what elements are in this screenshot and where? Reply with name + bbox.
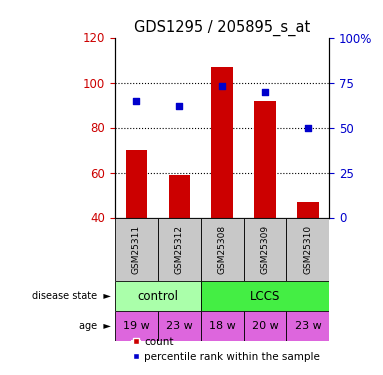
Text: GSM25308: GSM25308: [218, 225, 227, 274]
Text: 20 w: 20 w: [252, 321, 278, 331]
Point: [133, 98, 139, 104]
Point: [176, 103, 182, 109]
Legend: count, percentile rank within the sample: count, percentile rank within the sample: [128, 333, 324, 366]
Text: 19 w: 19 w: [123, 321, 150, 331]
Point: [219, 83, 225, 89]
Bar: [158, 311, 201, 341]
Bar: [115, 281, 201, 311]
Text: disease state  ►: disease state ►: [32, 291, 111, 301]
Bar: [286, 311, 329, 341]
Bar: [297, 202, 319, 217]
Title: GDS1295 / 205895_s_at: GDS1295 / 205895_s_at: [134, 20, 310, 36]
Point: [262, 88, 268, 94]
Bar: [201, 281, 329, 311]
Bar: [254, 100, 276, 218]
Text: age  ►: age ►: [79, 321, 111, 331]
Bar: [169, 175, 190, 217]
Text: 18 w: 18 w: [209, 321, 236, 331]
Bar: [286, 217, 329, 281]
Text: GSM25309: GSM25309: [260, 225, 270, 274]
Text: LCCS: LCCS: [250, 290, 280, 303]
Bar: [201, 311, 244, 341]
Text: 23 w: 23 w: [295, 321, 321, 331]
Text: GSM25312: GSM25312: [175, 225, 184, 274]
Bar: [158, 217, 201, 281]
Bar: [244, 311, 286, 341]
Text: control: control: [137, 290, 178, 303]
Bar: [211, 67, 233, 218]
Text: 23 w: 23 w: [166, 321, 193, 331]
Text: GSM25311: GSM25311: [132, 225, 141, 274]
Text: GSM25310: GSM25310: [303, 225, 313, 274]
Bar: [244, 217, 286, 281]
Bar: [115, 217, 158, 281]
Bar: [126, 150, 147, 217]
Point: [305, 124, 311, 130]
Bar: [115, 311, 158, 341]
Bar: [201, 217, 244, 281]
